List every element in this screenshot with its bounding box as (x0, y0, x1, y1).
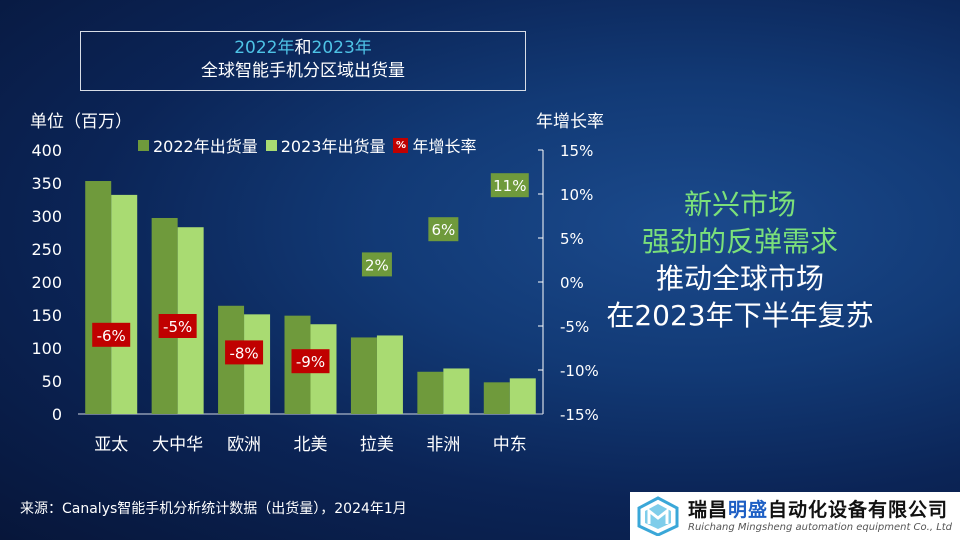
title-year-2022: 2022年 (234, 38, 295, 58)
legend-swatch-2022 (138, 139, 149, 151)
legend-label-2023: 2023年出货量 (280, 137, 386, 156)
chart-title: 2022年和2023年 全球智能手机分区域出货量 (80, 31, 526, 91)
company-logo: 瑞昌明盛自动化设备有限公司 Ruichang Mingsheng automat… (630, 492, 960, 540)
y-tick-label: 100 (31, 339, 62, 358)
bar-2023 (111, 194, 138, 414)
company-logo-text: 瑞昌明盛自动化设备有限公司 Ruichang Mingsheng automat… (688, 499, 952, 534)
bar-2023 (443, 368, 470, 414)
left-axis-label: 单位（百万） (30, 112, 132, 132)
growth-rate-box (428, 217, 459, 242)
y2-tick-label: 10% (560, 186, 593, 204)
growth-rate-label: -9% (296, 353, 325, 371)
growth-rate-box (291, 349, 330, 374)
y-tick-label: 150 (31, 306, 62, 325)
title-conj: 和 (294, 38, 312, 58)
y-tick-label: 0 (52, 405, 62, 424)
y-tick-label: 50 (42, 372, 62, 391)
source-note: 来源：Canalys智能手机分析统计数据（出货量），2024年1月 (20, 501, 407, 517)
x-tick-label: 北美 (294, 435, 328, 455)
growth-rate-label: -6% (97, 327, 126, 345)
chart-title-line2: 全球智能手机分区域出货量 (201, 61, 405, 81)
company-name-cn: 瑞昌明盛自动化设备有限公司 (688, 499, 952, 521)
growth-rate-label: 6% (431, 221, 455, 239)
legend-item-2023: 2023年出货量 (265, 133, 386, 157)
legend-item-rate: % 年增长率 (393, 133, 476, 157)
y-tick-label: 250 (31, 240, 62, 259)
y2-tick-label: 15% (560, 142, 593, 160)
bar-2022 (417, 371, 444, 414)
growth-rate-box (92, 322, 131, 347)
company-name-part3: 自动化设备有限公司 (768, 498, 949, 521)
company-name-part2: 明盛 (728, 498, 769, 521)
growth-rate-box (490, 173, 529, 198)
x-tick-label: 拉美 (360, 435, 394, 455)
bar-2022 (483, 382, 510, 414)
y2-tick-label: 0% (560, 274, 584, 292)
y-tick-label: 200 (31, 273, 62, 292)
x-tick-label: 中东 (493, 435, 527, 455)
legend-item-2022: 2022年出货量 (138, 133, 258, 157)
headline-line4: 在2023年下半年复苏 (606, 299, 874, 332)
growth-rate-label: -5% (163, 318, 192, 336)
legend-label-2022: 2022年出货量 (153, 137, 258, 156)
y2-tick-label: -15% (560, 406, 599, 424)
headline-line3: 推动全球市场 (655, 262, 824, 295)
growth-rate-label: 2% (365, 256, 389, 274)
chart-title-line1: 2022年和2023年 (81, 37, 525, 60)
growth-rate-label: 11% (493, 177, 526, 195)
company-name-en: Ruichang Mingsheng automation equipment … (688, 521, 953, 533)
x-tick-label: 亚太 (94, 435, 128, 455)
y-tick-label: 300 (31, 207, 62, 226)
bar-2023 (509, 378, 536, 414)
bar-2023 (376, 335, 403, 414)
y2-tick-label: -10% (560, 362, 599, 380)
growth-rate-box (225, 340, 264, 365)
company-name-part1: 瑞昌 (688, 498, 729, 521)
legend-swatch-2023 (265, 139, 277, 151)
y-tick-label: 400 (31, 141, 62, 160)
right-axis-label: 年增长率 (536, 112, 604, 132)
bar-2022 (350, 337, 377, 414)
growth-rate-box (158, 314, 197, 338)
growth-rate-label: -8% (229, 344, 258, 362)
legend-label-rate: 年增长率 (412, 137, 477, 156)
y-tick-label: 350 (31, 174, 62, 193)
company-logo-icon (637, 496, 679, 536)
bar-2022 (85, 181, 112, 414)
headline-line1: 新兴市场 (683, 188, 796, 221)
growth-rate-box (361, 252, 392, 277)
headline-line2: 强劲的反弹需求 (641, 225, 838, 258)
x-tick-label: 大中华 (152, 435, 203, 455)
chart-legend: 2022年出货量 2023年出货量 % 年增长率 (138, 133, 476, 157)
x-tick-label: 非洲 (426, 435, 460, 455)
headline: 新兴市场 强劲的反弹需求 推动全球市场 在2023年下半年复苏 (590, 186, 890, 334)
y2-tick-label: 5% (560, 230, 584, 248)
legend-pct-icon: % (393, 137, 409, 153)
x-tick-label: 欧洲 (227, 435, 261, 455)
title-year-2023: 2023年 (311, 38, 372, 58)
y2-tick-label: -5% (560, 318, 589, 336)
